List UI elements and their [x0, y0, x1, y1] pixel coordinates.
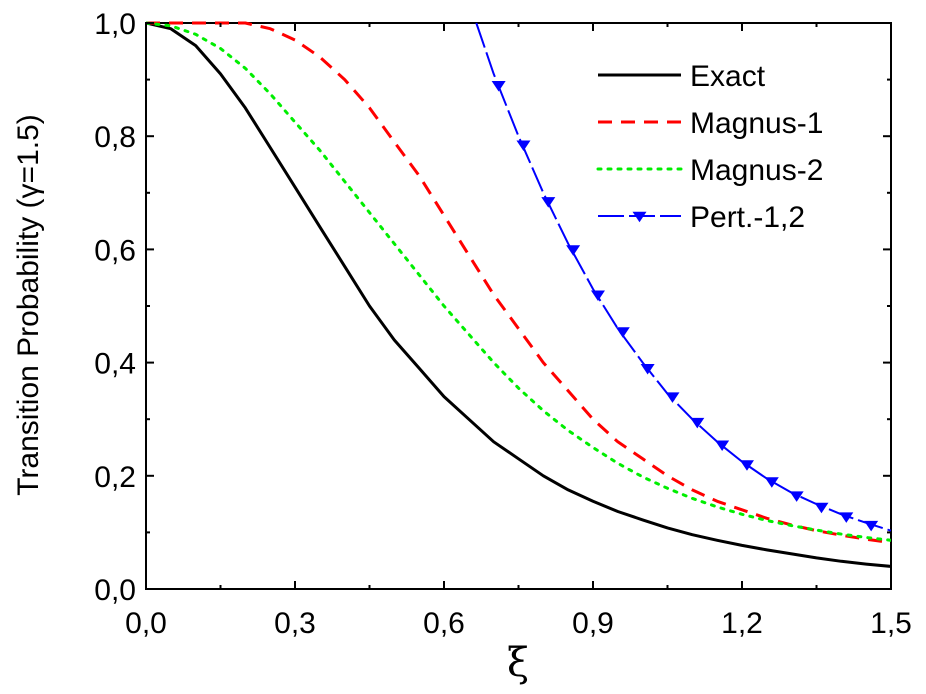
series-marker	[739, 460, 754, 471]
marker-layer	[491, 81, 879, 532]
series-marker	[541, 197, 556, 208]
legend: Exact Magnus-1 Magnus-2 Pert.-1,2	[596, 60, 823, 234]
x-tick-label: 0,3	[274, 607, 316, 640]
y-tick-label: 0,4	[94, 348, 136, 381]
x-tick-label: 0,0	[125, 607, 167, 640]
y-tick-label: 0,8	[94, 121, 136, 154]
series-marker	[640, 364, 655, 375]
series-marker	[516, 140, 531, 151]
series-marker	[839, 512, 854, 523]
y-tick-label: 0,6	[94, 234, 136, 267]
x-tick-label: 1,2	[721, 607, 763, 640]
y-axis-label: Transition Probability (γ=1.5)	[12, 114, 45, 496]
series-marker	[566, 245, 581, 256]
series-line-pert-1-2	[475, 22, 891, 532]
series-line-magnus-2	[146, 21, 891, 542]
series-marker	[690, 417, 705, 429]
y-tick-label: 1,0	[94, 8, 136, 41]
series-line-exact	[146, 21, 891, 568]
series-marker	[764, 477, 779, 488]
series-marker	[665, 392, 680, 403]
series-marker	[814, 502, 829, 514]
tick-layer: 0,0 0,3 0,6 0,9 1,2 1,5 0,0 0,2 0,4 0,6 0,8 1,0	[94, 8, 912, 640]
series-line-magnus-1	[146, 21, 891, 545]
series-layer	[146, 21, 891, 568]
x-tick-label: 1,5	[870, 607, 912, 640]
series-marker	[864, 520, 879, 532]
y-tick-label: 0,0	[94, 574, 136, 607]
x-tick-label: 0,9	[572, 607, 614, 640]
series-marker	[615, 327, 630, 338]
series-marker	[590, 290, 605, 301]
legend-label: Exact	[690, 60, 766, 93]
series-marker	[715, 440, 730, 451]
series-marker	[789, 491, 804, 502]
x-axis-label: ξ	[507, 640, 529, 686]
legend-marker	[632, 211, 647, 223]
y-tick-label: 0,2	[94, 461, 136, 494]
legend-label: Magnus-2	[690, 154, 823, 187]
series-marker	[491, 81, 506, 92]
x-tick-label: 0,6	[423, 607, 465, 640]
legend-label: Pert.-1,2	[690, 201, 805, 234]
legend-label: Magnus-1	[690, 107, 823, 140]
